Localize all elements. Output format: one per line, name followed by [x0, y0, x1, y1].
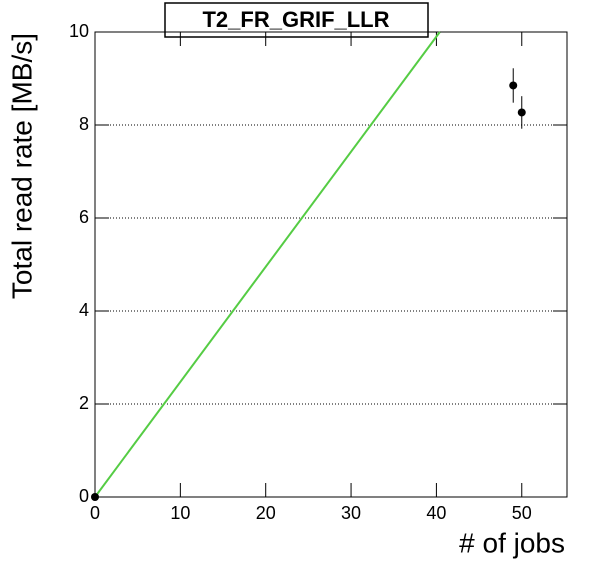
- x-tick-label: 20: [256, 503, 276, 523]
- y-tick-label: 10: [69, 21, 89, 41]
- x-tick-label: 30: [341, 503, 361, 523]
- x-tick-label: 40: [426, 503, 446, 523]
- y-tick-label: 8: [79, 114, 89, 134]
- y-tick-label: 4: [79, 300, 89, 320]
- data-point: [91, 493, 99, 501]
- x-tick-label: 0: [90, 503, 100, 523]
- fit-line: [94, 31, 441, 498]
- x-tick-label: 50: [512, 503, 532, 523]
- title-box: [164, 2, 429, 38]
- chart-title: T2_FR_GRIF_LLR: [202, 7, 389, 32]
- data-point: [509, 81, 518, 90]
- x-axis-label: # of jobs: [459, 527, 565, 558]
- plot-frame: [94, 31, 568, 498]
- y-tick-label: 6: [79, 207, 89, 227]
- y-tick-label: 2: [79, 393, 89, 413]
- x-tick-label: 10: [170, 503, 190, 523]
- y-tick-label: 0: [79, 486, 89, 506]
- y-axis-label: Total read rate [MB/s]: [6, 33, 37, 299]
- data-point: [517, 108, 526, 117]
